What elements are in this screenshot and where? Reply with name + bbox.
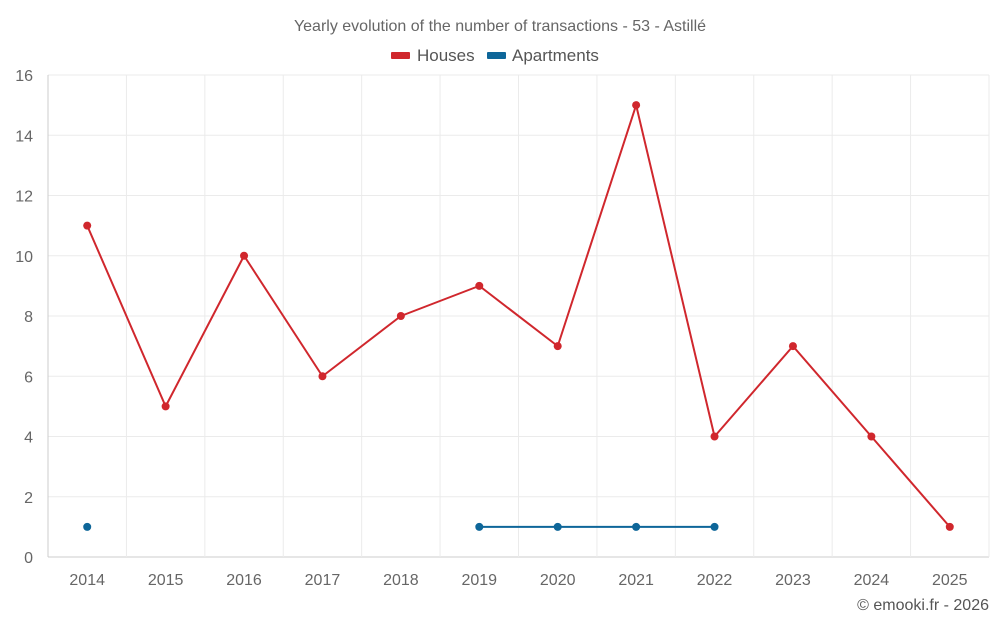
data-point-houses[interactable] — [83, 221, 92, 230]
y-tick-label: 10 — [15, 249, 33, 266]
y-tick-label: 0 — [24, 550, 33, 567]
x-tick-label: 2025 — [932, 572, 968, 589]
data-point-houses[interactable] — [632, 101, 641, 110]
x-tick-label: 2024 — [854, 572, 890, 589]
y-axis: 0 2 4 6 8 10 12 14 16 — [15, 68, 33, 567]
legend-item-apartments[interactable]: Apartments — [487, 46, 599, 65]
legend-label-apartments: Apartments — [512, 46, 599, 65]
x-tick-label: 2020 — [540, 572, 576, 589]
x-tick-label: 2019 — [461, 572, 497, 589]
series-layer — [83, 101, 954, 531]
data-point-apartments[interactable] — [710, 522, 719, 531]
data-point-houses[interactable] — [475, 281, 484, 290]
credit-text: © emooki.fr - 2026 — [857, 597, 989, 614]
series-houses — [83, 101, 954, 531]
series-apartments — [83, 522, 719, 531]
data-point-houses[interactable] — [396, 312, 405, 320]
legend-swatch-houses — [391, 52, 410, 59]
y-tick-label: 8 — [24, 309, 33, 326]
data-point-apartments[interactable] — [475, 522, 484, 531]
y-tick-label: 4 — [24, 430, 33, 447]
data-point-houses[interactable] — [710, 432, 719, 441]
series-line-houses — [86, 104, 951, 528]
y-tick-label: 6 — [24, 369, 33, 386]
data-point-apartments[interactable] — [632, 522, 641, 531]
data-point-houses[interactable] — [788, 342, 797, 351]
x-tick-label: 2021 — [618, 572, 654, 589]
x-axis: 2014 2015 2016 2017 2018 2019 2020 2021 2022 2023… — [69, 572, 967, 589]
legend-swatch-apartments — [487, 52, 506, 59]
x-tick-label: 2018 — [383, 572, 419, 589]
legend-label-houses: Houses — [417, 46, 475, 65]
x-tick-label: 2023 — [775, 572, 811, 589]
data-point-houses[interactable] — [553, 342, 562, 351]
chart-title: Yearly evolution of the number of transa… — [294, 18, 706, 35]
y-tick-label: 16 — [15, 68, 33, 85]
x-tick-label: 2016 — [226, 572, 262, 589]
data-point-apartments[interactable] — [83, 522, 92, 531]
data-point-houses[interactable] — [318, 372, 327, 381]
x-tick-label: 2022 — [697, 572, 733, 589]
y-tick-label: 14 — [15, 128, 33, 145]
data-point-houses[interactable] — [240, 251, 249, 260]
y-tick-label: 2 — [24, 490, 33, 507]
x-tick-label: 2017 — [305, 572, 341, 589]
y-tick-label: 12 — [15, 189, 33, 206]
data-point-apartments[interactable] — [553, 522, 562, 531]
legend-item-houses[interactable]: Houses — [391, 46, 475, 65]
data-point-houses[interactable] — [161, 402, 170, 411]
x-tick-label: 2014 — [69, 572, 105, 589]
data-point-houses[interactable] — [945, 522, 954, 531]
legend[interactable]: Houses Apartments — [391, 46, 599, 65]
x-tick-label: 2015 — [148, 572, 184, 589]
data-point-houses[interactable] — [867, 432, 876, 441]
